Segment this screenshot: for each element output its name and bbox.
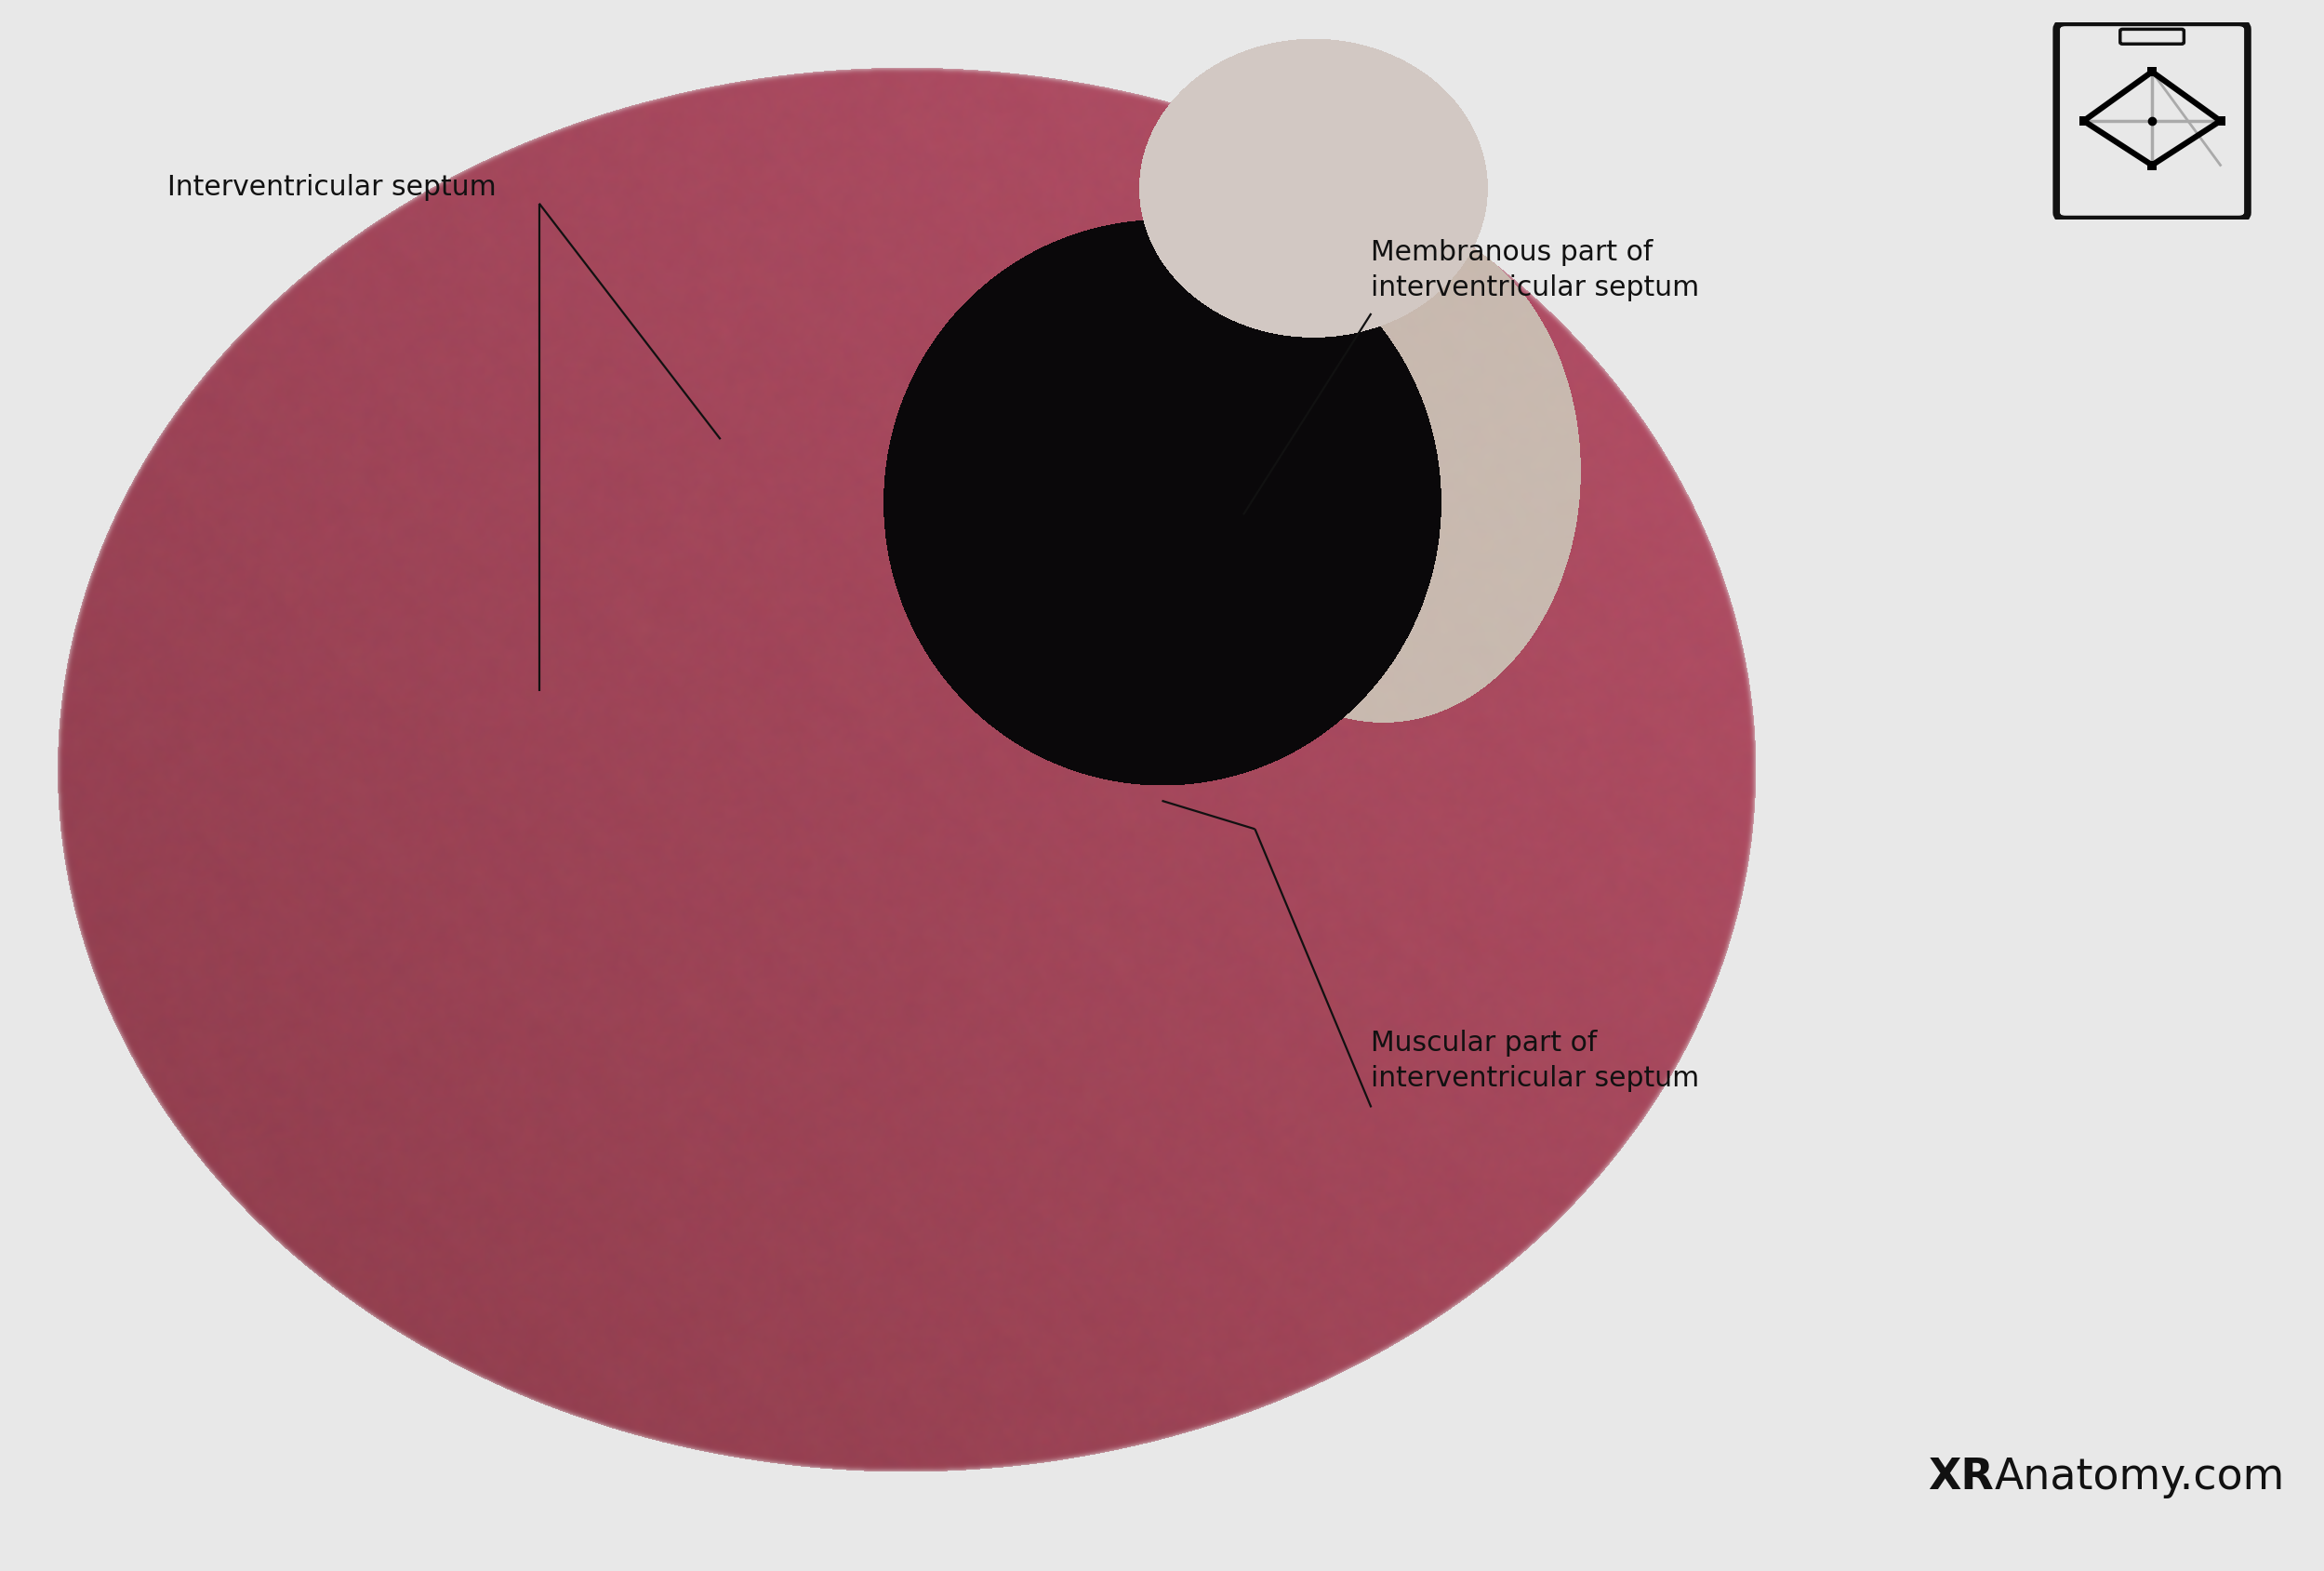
FancyBboxPatch shape <box>2119 30 2185 46</box>
Text: Interventricular septum: Interventricular septum <box>167 174 497 201</box>
Text: XR: XR <box>1929 1456 1994 1497</box>
Text: Anatomy.com: Anatomy.com <box>1994 1456 2284 1497</box>
Text: Muscular part of
interventricular septum: Muscular part of interventricular septum <box>1371 1029 1699 1092</box>
Text: Membranous part of
interventricular septum: Membranous part of interventricular sept… <box>1371 239 1699 302</box>
